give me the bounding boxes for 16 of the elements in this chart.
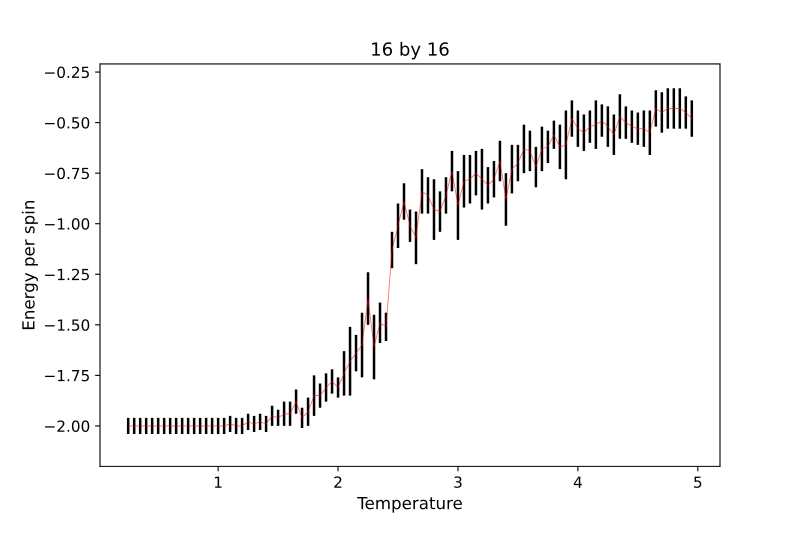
x-tick-label: 2: [334, 476, 342, 488]
x-tick-label: 4: [574, 476, 582, 488]
y-tick-label: −1.75: [45, 370, 89, 382]
y-tick-label: −1.50: [45, 319, 90, 331]
chart-title: 16 by 16: [372, 42, 449, 60]
x-tick-label: 3: [454, 476, 462, 488]
x-tick-label: 1: [214, 476, 222, 488]
y-tick-label: −1.25: [45, 268, 89, 280]
y-axis-title: Energy per spin: [22, 201, 38, 330]
y-tick-label: −0.25: [45, 66, 89, 78]
y-tick-label: −0.50: [45, 117, 90, 129]
y-tick-label: −0.75: [45, 168, 89, 180]
x-axis-title: Temperature: [357, 496, 462, 513]
x-tick-label: 5: [694, 476, 702, 488]
y-tick-label: −1.00: [45, 218, 90, 230]
y-tick-label: −2.00: [45, 420, 90, 432]
